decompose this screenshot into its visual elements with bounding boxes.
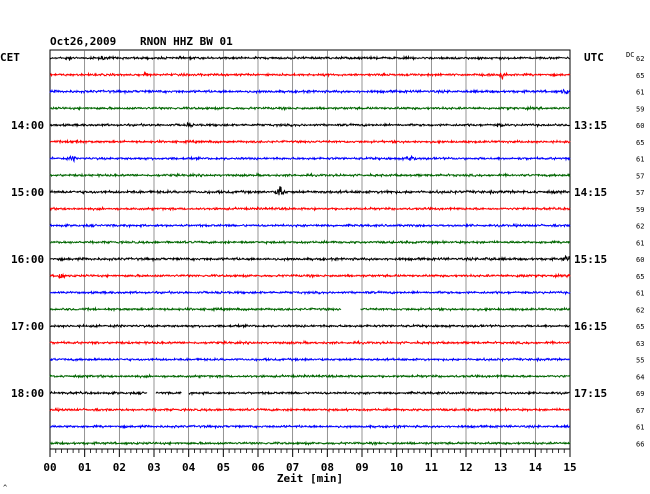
seismic-trace [49, 105, 571, 112]
dc-offset-label: 61 [636, 89, 644, 97]
dc-offset-label: 66 [636, 440, 644, 448]
seismic-trace [49, 239, 571, 246]
seismic-trace [49, 54, 571, 62]
dc-offset-label: 69 [636, 390, 644, 398]
seismic-trace [49, 373, 571, 380]
x-tick-label: 02 [113, 461, 126, 474]
dc-offset-label: 59 [636, 105, 644, 113]
dc-offset-label: 60 [636, 122, 644, 130]
seismic-trace [49, 172, 571, 179]
dc-offset-label: 64 [636, 373, 644, 381]
left-hour-label: 15:00 [11, 186, 44, 199]
dc-offset-label: 61 [636, 290, 644, 298]
seismic-trace [49, 121, 570, 129]
seismic-trace [49, 138, 571, 145]
dc-offset-label: 67 [636, 407, 644, 415]
seismic-trace [49, 339, 571, 346]
seismic-trace [49, 254, 571, 263]
x-tick-label: 12 [459, 461, 472, 474]
seismic-trace [49, 154, 571, 164]
seismic-trace [49, 306, 342, 313]
corner-mark: ^ [3, 484, 7, 492]
dc-offset-label: 62 [636, 55, 644, 63]
chart-station: RNON HHZ BW 01 [140, 35, 233, 48]
dc-offset-label: 65 [636, 273, 644, 281]
x-tick-label: 08 [321, 461, 334, 474]
seismic-trace [49, 390, 148, 396]
dc-offset-label: 61 [636, 156, 644, 164]
x-axis-label: Zeit [min] [277, 472, 343, 485]
left-hour-label: 14:00 [11, 119, 44, 132]
x-tick-label: 03 [147, 461, 160, 474]
dc-offset-label: 55 [636, 357, 644, 365]
seismic-trace [50, 205, 571, 212]
dc-offset-label: 59 [636, 206, 644, 214]
chart-date: Oct26,2009 [50, 35, 116, 48]
right-hour-label: 17:15 [574, 387, 607, 400]
dc-column-header: DC [626, 51, 634, 59]
dc-offset-label: 65 [636, 72, 644, 80]
seismic-trace [49, 222, 571, 229]
seismic-trace [49, 322, 571, 329]
right-hour-label: 15:15 [574, 253, 607, 266]
seismic-trace [188, 390, 571, 397]
seismic-trace [49, 440, 571, 447]
x-tick-label: 15 [563, 461, 576, 474]
dc-offset-label: 62 [636, 306, 644, 314]
x-tick-label: 04 [182, 461, 196, 474]
axis-labels: 00 01 02 03 04 05 06 07 08 09 10 11 12 13 14 15 14:00 15:… [11, 55, 644, 474]
x-tick-label: 01 [78, 461, 92, 474]
x-tick-label: 14 [529, 461, 543, 474]
x-tick-label: 07 [286, 461, 299, 474]
seismic-trace [360, 306, 571, 312]
x-tick-label: 06 [251, 461, 265, 474]
dc-offset-label: 60 [636, 256, 644, 264]
seismic-trace [155, 391, 182, 396]
trace-layer [49, 54, 571, 447]
x-tick-label: 09 [355, 461, 368, 474]
seismic-trace [49, 272, 571, 280]
x-tick-label: 10 [390, 461, 403, 474]
seismic-trace [49, 356, 571, 363]
right-hour-label: 16:15 [574, 320, 607, 333]
x-tick-label: 11 [425, 461, 439, 474]
dc-offset-label: 57 [636, 172, 644, 180]
seismic-trace [49, 186, 571, 196]
left-hour-label: 18:00 [11, 387, 44, 400]
seismic-trace [49, 423, 571, 430]
dc-offset-label: 62 [636, 223, 644, 231]
dc-offset-label: 65 [636, 139, 644, 147]
seismic-trace [49, 289, 571, 296]
x-tick-label: 13 [494, 461, 507, 474]
x-tick-label: 05 [217, 461, 230, 474]
seismic-trace [49, 70, 571, 80]
right-hour-label: 14:15 [574, 186, 607, 199]
right-hour-label: 13:15 [574, 119, 607, 132]
left-timezone-label: CET [0, 51, 20, 64]
dc-offset-label: 65 [636, 323, 644, 331]
grid-lines [49, 50, 571, 457]
seismic-trace [49, 88, 571, 95]
x-tick-label: 00 [43, 461, 56, 474]
dc-offset-label: 61 [636, 239, 644, 247]
dc-offset-label: 61 [636, 424, 644, 432]
seismic-trace [49, 406, 571, 413]
right-timezone-label: UTC [584, 51, 604, 64]
left-hour-label: 17:00 [11, 320, 44, 333]
left-hour-label: 16:00 [11, 253, 44, 266]
dc-offset-label: 57 [636, 189, 644, 197]
dc-offset-label: 63 [636, 340, 644, 348]
